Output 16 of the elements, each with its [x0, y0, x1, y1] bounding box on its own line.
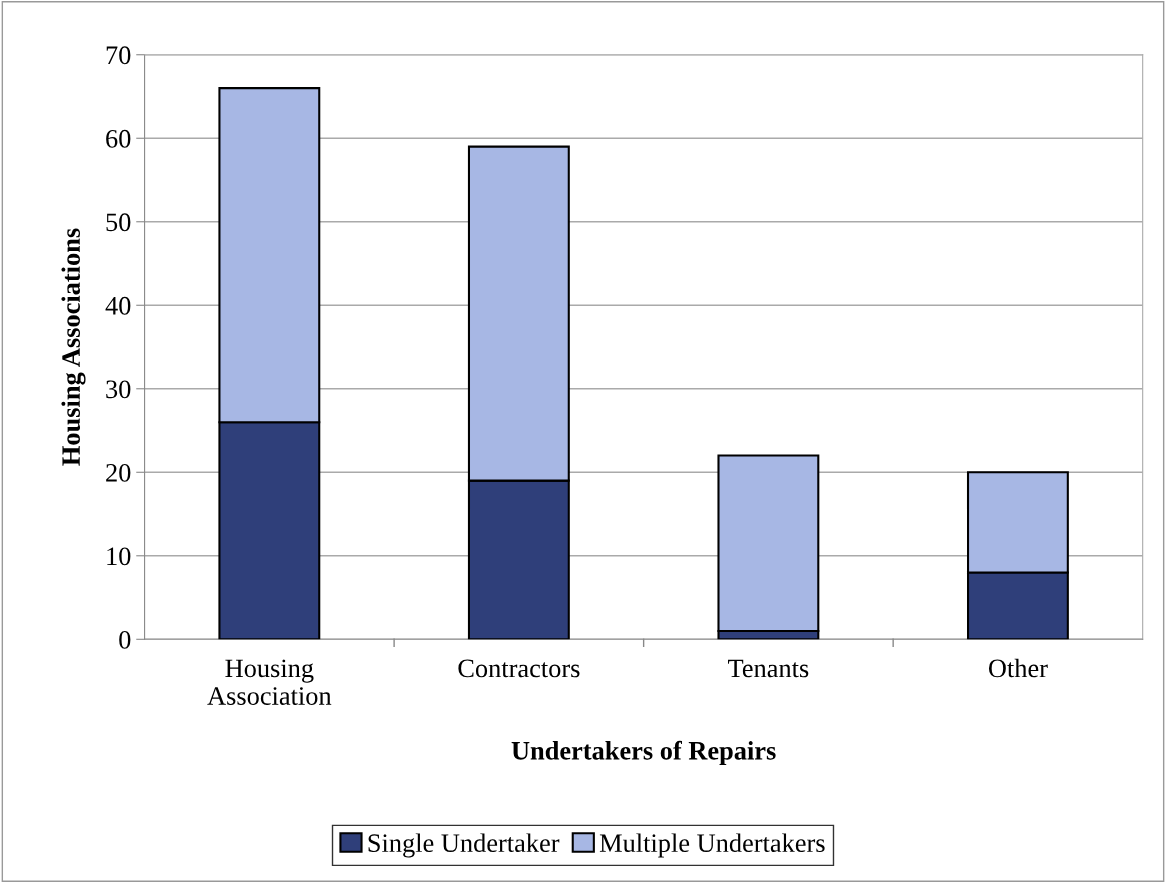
legend-label: Multiple Undertakers	[599, 833, 825, 858]
y-tick-label: 60	[106, 129, 131, 148]
x-tick-label: Contractors	[458, 659, 580, 678]
x-tick-label: Other	[988, 658, 1048, 678]
y-axis-title: Housing Associations	[61, 228, 86, 466]
legend-label: Single Undertaker	[368, 833, 560, 858]
x-axis-title: Undertakers of Repairs	[511, 740, 776, 766]
y-tick-label: 40	[105, 296, 131, 315]
y-tick-label: 10	[107, 547, 131, 566]
y-tick-label: 70	[106, 46, 131, 65]
y-tick-label: 50	[106, 213, 131, 232]
x-tick-label: Tenants	[728, 659, 809, 678]
y-tick-label: 30	[106, 380, 131, 399]
x-tick-label: Housing Association	[207, 659, 332, 705]
y-tick-label: 0	[119, 630, 131, 649]
y-tick-label: 20	[106, 463, 131, 482]
